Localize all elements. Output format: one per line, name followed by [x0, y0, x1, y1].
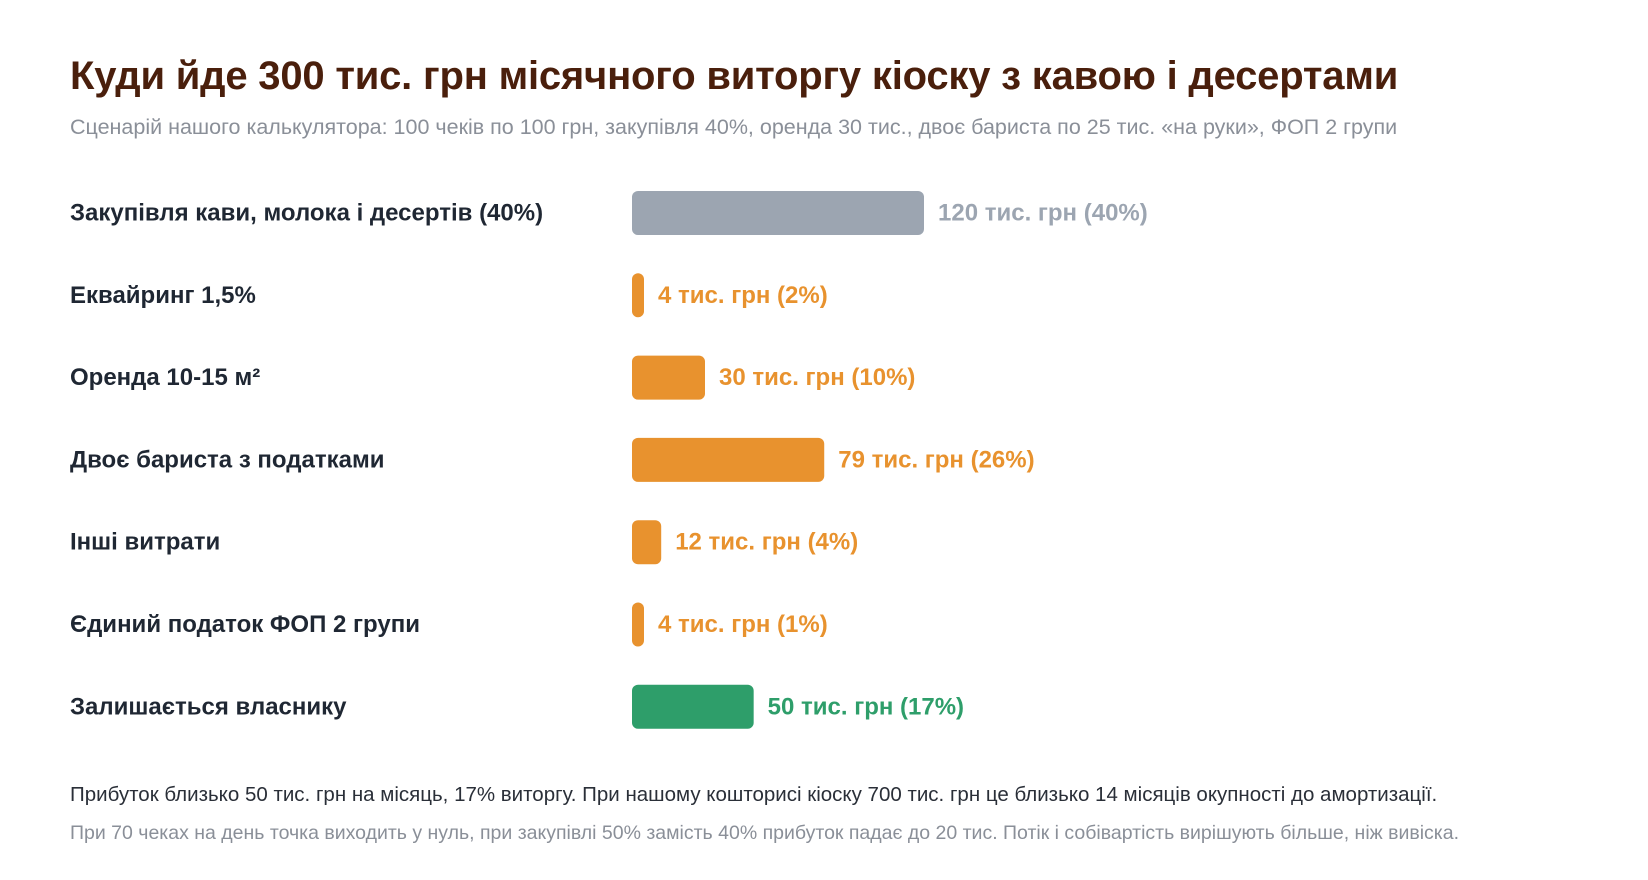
- bar-chart: Закупівля кави, молока і десертів (40%) 1…: [70, 191, 1148, 729]
- bar: [632, 191, 924, 235]
- category-label: Оренда 10-15 м²: [70, 364, 260, 391]
- value-label: 120 тис. грн (40%): [938, 200, 1148, 227]
- value-label: 79 тис. грн (26%): [838, 446, 1034, 473]
- value-label: 50 тис. грн (17%): [768, 693, 964, 720]
- category-label: Закупівля кави, молока і десертів (40%): [70, 200, 543, 227]
- value-label: 12 тис. грн (4%): [675, 529, 858, 556]
- chart-subtitle: Сценарій нашого калькулятора: 100 чеків …: [70, 115, 1398, 139]
- bar: [632, 684, 754, 729]
- category-label: Інші витрати: [70, 529, 220, 556]
- bar: [632, 437, 825, 482]
- bar: [632, 602, 644, 647]
- chart-title: Куди йде 300 тис. грн місячного виторгу …: [70, 54, 1399, 98]
- category-label: Двоє бариста з податками: [70, 446, 384, 473]
- bar: [632, 273, 644, 318]
- bar: [632, 520, 662, 565]
- value-label: 4 тис. грн (1%): [658, 611, 828, 638]
- sensitivity-note: При 70 чеках на день точка виходить у ну…: [70, 822, 1460, 844]
- category-label: Еквайринг 1,5%: [70, 282, 256, 309]
- profit-note: Прибуток близько 50 тис. грн на місяць, …: [70, 783, 1438, 806]
- value-label: 4 тис. грн (2%): [658, 282, 828, 309]
- bar: [632, 355, 705, 400]
- value-label: 30 тис. грн (10%): [719, 364, 915, 391]
- category-label: Єдиний податок ФОП 2 групи: [70, 611, 420, 638]
- category-label: Залишається власнику: [70, 693, 347, 720]
